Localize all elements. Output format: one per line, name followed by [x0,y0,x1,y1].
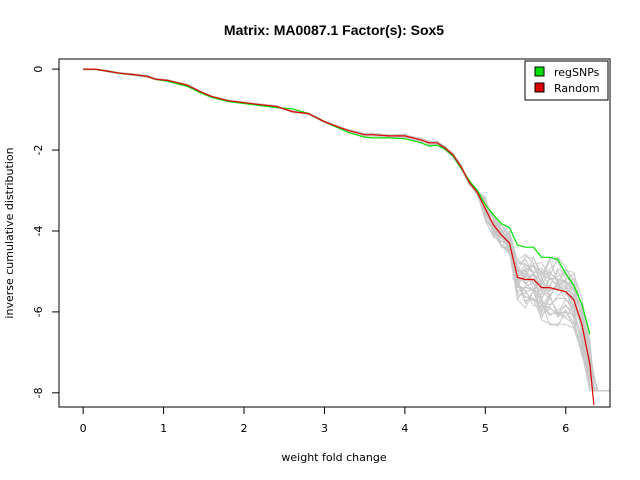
random-background-line [83,68,610,392]
x-axis-label: weight fold change [281,451,386,464]
plot-frame [58,58,611,408]
y-tick-label: -8 [32,387,45,398]
random-background-line [83,68,610,392]
series-line-random [83,68,595,406]
x-tick-label: 5 [482,422,489,435]
y-tick-label: -2 [32,145,45,156]
series-line-regsnps [83,68,591,335]
random-background-line [83,68,610,392]
random-background-lines [83,68,610,392]
random-background-line [83,68,610,392]
random-background-line [83,69,610,392]
legend-label-regsnps: regSNPs [554,66,600,79]
random-background-line [83,69,610,392]
random-background-line [83,68,610,392]
x-tick-label: 4 [401,422,408,435]
y-axis: 0 -2 -4 -6 -8 [32,66,60,398]
legend-swatch-regsnps [534,66,545,77]
series-lines [83,68,595,406]
legend-box [524,60,609,101]
legend[interactable]: regSNPs Random [524,60,609,101]
random-background-line [83,68,610,392]
y-tick-label: -4 [32,225,45,236]
y-tick-label: 0 [32,66,45,73]
random-background-line [83,68,610,392]
random-background-line [83,68,610,392]
random-background-line [83,68,610,392]
random-background-line [83,68,610,392]
x-tick-label: 1 [160,422,167,435]
x-axis: 0 1 2 3 4 5 6 [80,406,569,435]
x-tick-label: 6 [562,422,569,435]
random-background-line [83,69,610,392]
x-tick-label: 3 [321,422,328,435]
random-background-line [83,68,610,392]
random-background-line [83,68,610,392]
random-background-line [83,68,610,392]
legend-swatch-random [534,82,545,93]
random-background-line [83,68,610,392]
random-background-line [83,68,610,392]
chart-title: Matrix: MA0087.1 Factor(s): Sox5 [224,22,444,38]
x-tick-label: 2 [241,422,248,435]
x-tick-label: 0 [80,422,87,435]
random-background-line [83,68,610,392]
random-background-line [83,68,610,392]
random-background-line [83,69,610,392]
random-background-line [83,68,610,392]
y-axis-label: inverse cumulative distribution [3,147,16,318]
random-background-line [83,68,610,392]
random-background-line [83,68,610,392]
random-background-line [83,68,610,392]
random-background-line [83,68,610,392]
random-background-line [83,68,610,392]
random-background-line [83,68,610,392]
random-background-line [83,68,610,392]
legend-label-random: Random [554,82,600,95]
y-tick-label: -6 [32,306,45,317]
random-background-line [83,68,610,392]
